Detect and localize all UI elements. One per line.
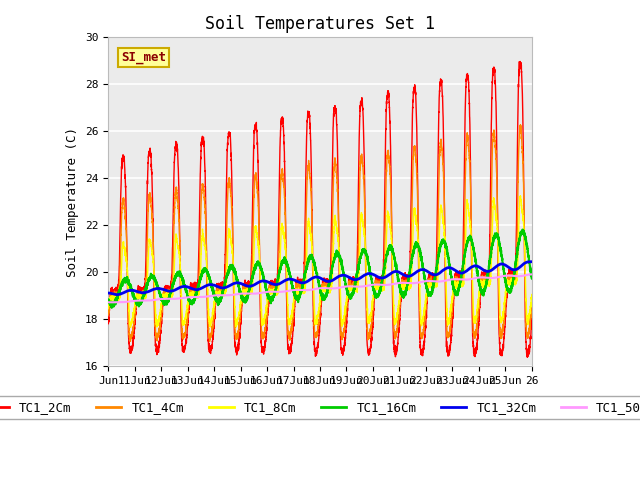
Legend: TC1_2Cm, TC1_4Cm, TC1_8Cm, TC1_16Cm, TC1_32Cm, TC1_50Cm: TC1_2Cm, TC1_4Cm, TC1_8Cm, TC1_16Cm, TC1… [0, 396, 640, 420]
Title: Soil Temperatures Set 1: Soil Temperatures Set 1 [205, 15, 435, 33]
X-axis label: Time: Time [510, 399, 540, 412]
Y-axis label: Soil Temperature (C): Soil Temperature (C) [67, 127, 79, 277]
Text: SI_met: SI_met [121, 51, 166, 64]
